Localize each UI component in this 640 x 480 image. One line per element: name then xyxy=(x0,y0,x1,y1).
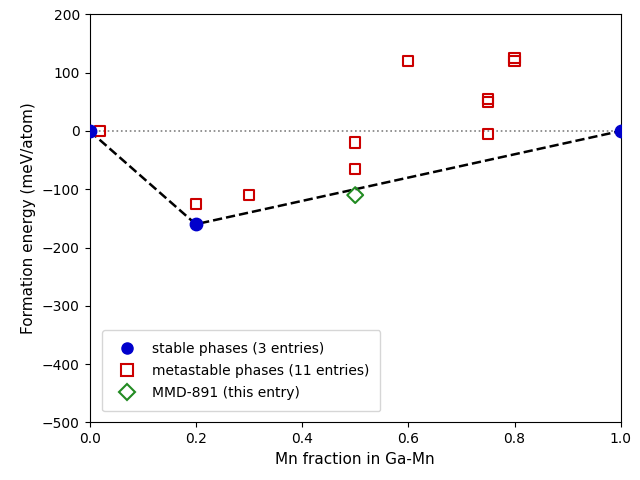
Point xyxy=(244,191,254,199)
Point xyxy=(483,95,493,103)
Point xyxy=(350,165,360,173)
X-axis label: Mn fraction in Ga-Mn: Mn fraction in Ga-Mn xyxy=(275,452,435,467)
Point xyxy=(84,127,95,135)
Point xyxy=(191,220,201,228)
Point xyxy=(483,98,493,106)
Point xyxy=(191,200,201,208)
Point xyxy=(616,127,626,135)
Point xyxy=(509,57,520,65)
Point xyxy=(350,191,360,199)
Point xyxy=(483,130,493,138)
Point xyxy=(509,54,520,62)
Point xyxy=(95,127,106,135)
Point xyxy=(350,139,360,146)
Y-axis label: Formation energy (meV/atom): Formation energy (meV/atom) xyxy=(21,103,36,334)
Point xyxy=(403,57,413,65)
Legend: stable phases (3 entries), metastable phases (11 entries), MMD-891 (this entry): stable phases (3 entries), metastable ph… xyxy=(102,331,380,411)
